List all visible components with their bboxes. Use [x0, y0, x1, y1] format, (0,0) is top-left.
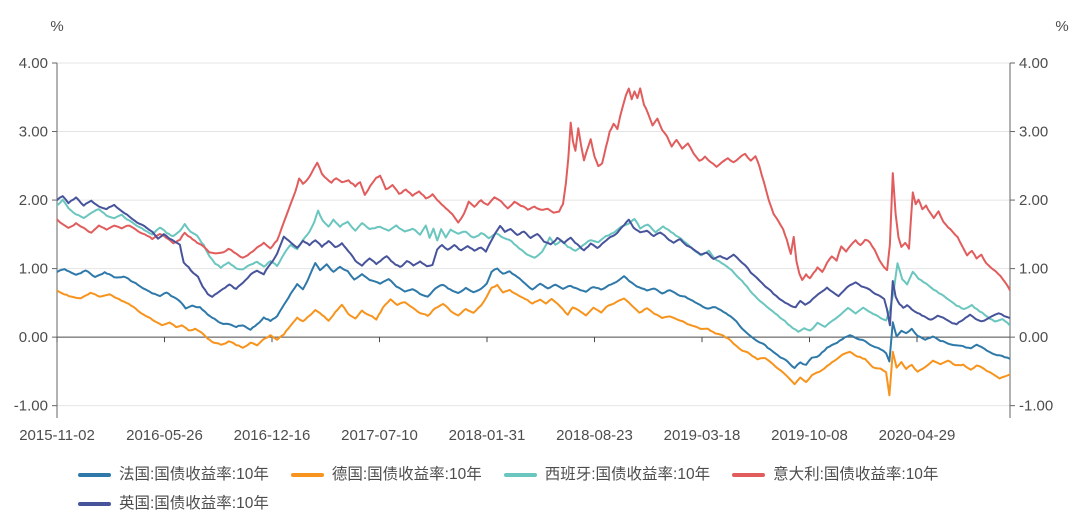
x-axis-label: 2020-04-29 — [879, 427, 956, 444]
legend-label: 意大利:国债收益率:10年 — [773, 466, 939, 483]
y-axis-label-left: -1.00 — [14, 398, 48, 415]
y-axis-label-right: 1.00 — [1019, 261, 1048, 278]
legend-swatch — [503, 473, 537, 477]
legend-item-0[interactable]: 法国:国债收益率:10年 — [78, 464, 269, 486]
axis-labels: 4.00 4.00 3.00 3.00 2.00 2.00 1.00 1.00 0.00 0.00… — [14, 55, 1053, 444]
series-line-4 — [57, 195, 1010, 327]
y-axis-label-right: 2.00 — [1019, 192, 1048, 209]
y-axis-label-left: 4.00 — [19, 55, 48, 72]
y-axis-label-right: 3.00 — [1019, 124, 1048, 141]
y-axis-label-right: -1.00 — [1019, 398, 1053, 415]
x-axis-label: 2016-12-16 — [234, 427, 311, 444]
legend-swatch — [78, 473, 111, 477]
y-gridlines — [57, 62, 1010, 407]
y-axis-label-right: 0.00 — [1019, 329, 1048, 346]
x-axis-label: 2018-08-23 — [556, 427, 633, 444]
legend-item-3[interactable]: 意大利:国债收益率:10年 — [732, 464, 938, 486]
y-axis-label-left: 0.00 — [19, 329, 48, 346]
y-axis-label-right: 4.00 — [1019, 55, 1048, 72]
y-axis-unit-left: % — [50, 18, 64, 35]
series-line-1 — [57, 283, 1010, 397]
legend-item-4[interactable]: 英国:国债收益率:10年 — [78, 493, 269, 515]
legend-label: 西班牙:国债收益率:10年 — [544, 466, 711, 483]
x-axis-label: 2015-11-02 — [19, 427, 95, 444]
x-axis-label: 2019-03-18 — [664, 427, 741, 444]
x-axis-label: 2018-01-31 — [449, 427, 526, 444]
legend-item-2[interactable]: 西班牙:国债收益率:10年 — [503, 464, 711, 486]
series-lines — [57, 87, 1010, 397]
series-line-3 — [57, 87, 1010, 292]
x-axis-label: 2019-10-08 — [771, 427, 848, 444]
legend-label: 德国:国债收益率:10年 — [331, 466, 482, 483]
legend: 法国:国债收益率:10年 德国:国债收益率:10年 西班牙:国债收益率:10年 意大利… — [78, 464, 1038, 522]
legend-row-2: 英国:国债收益率:10年 — [78, 493, 1038, 515]
legend-row-1: 法国:国债收益率:10年 德国:国债收益率:10年 西班牙:国债收益率:10年 意大利… — [78, 464, 1038, 486]
legend-swatch — [290, 473, 324, 477]
legend-swatch — [78, 502, 111, 506]
y-axis-label-left: 1.00 — [19, 261, 48, 278]
legend-item-1[interactable]: 德国:国债收益率:10年 — [290, 464, 482, 486]
legend-swatch — [732, 473, 766, 477]
y-axis-label-left: 2.00 — [19, 192, 48, 209]
series-line-0 — [57, 262, 1010, 369]
legend-label: 英国:国债收益率:10年 — [119, 495, 269, 512]
x-axis-label: 2016-05-26 — [126, 427, 203, 444]
legend-label: 法国:国债收益率:10年 — [119, 466, 269, 483]
y-axis-label-left: 3.00 — [19, 124, 48, 141]
x-axis-label: 2017-07-10 — [341, 427, 418, 444]
y-axis-unit-right: % — [1055, 18, 1069, 35]
series-line-2 — [57, 198, 1010, 333]
